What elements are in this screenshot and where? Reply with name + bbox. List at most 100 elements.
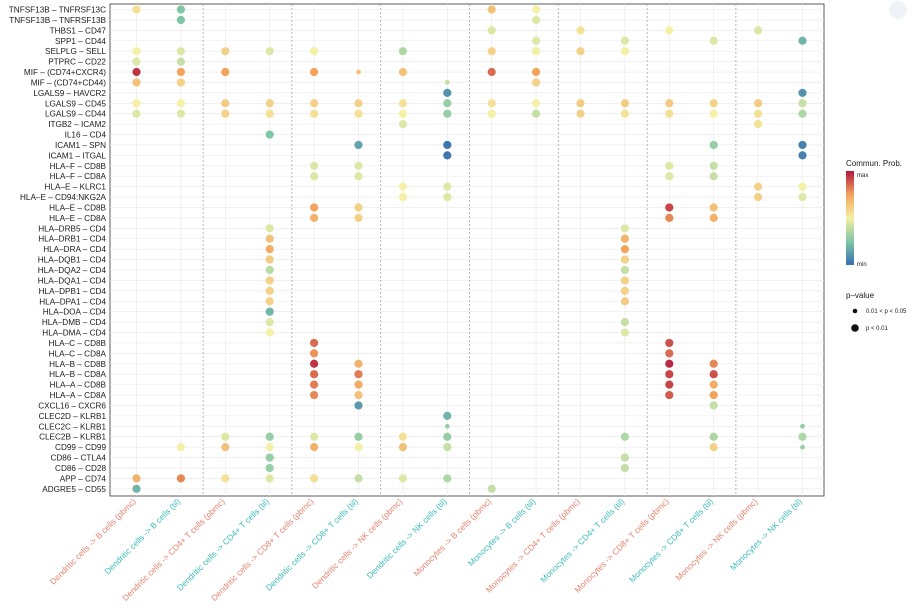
data-point [354,401,363,410]
data-point [532,5,541,14]
data-point [176,15,185,25]
y-tick-label: CLEC2C – KLRB1 [39,422,107,431]
data-point [709,203,718,212]
data-point [620,255,630,264]
data-point [310,359,319,368]
data-point [132,99,141,108]
data-point [532,47,541,56]
data-point [310,349,319,358]
data-point [443,182,452,191]
data-point [398,182,407,191]
data-point [798,432,807,441]
data-point [620,99,630,108]
data-point [265,286,274,295]
data-point [176,5,185,14]
data-point [398,432,407,441]
data-point [310,380,319,389]
y-tick-label: ADGRE5 – CD55 [42,485,106,494]
data-point [709,36,718,45]
data-point [398,109,407,118]
data-point [620,245,630,254]
y-tick-label: HLA–DOA – CD4 [43,308,107,317]
data-point [265,453,274,462]
data-point [709,432,718,441]
data-point [443,432,452,441]
data-point [798,36,807,45]
size-legend-small-dot [852,308,858,314]
data-point [221,443,230,452]
data-point [754,120,763,129]
data-point [576,99,585,108]
data-point [800,423,805,429]
data-point [665,338,674,348]
y-tick-label: HLA–DRA – CD4 [43,245,106,254]
data-point [354,109,363,118]
y-tick-label: HLA–DMA – CD4 [42,329,106,338]
y-tick-label: SPP1 – CD44 [55,37,106,46]
data-point [310,109,319,118]
data-point [665,359,674,368]
data-point [354,474,363,483]
x-tick-label: Monocytes -> NK cells (pbmc) [673,496,759,582]
y-tick-label: HLA–DQB1 – CD4 [38,256,107,265]
data-point [665,26,674,35]
x-tick-label: Dendritic cells -> CD4+ T cells (til) [175,496,272,593]
data-point [221,67,230,77]
data-point [132,67,141,77]
data-point [265,265,274,275]
data-point [265,318,274,327]
data-point [310,67,319,77]
y-tick-label: HLA–F – CD8B [50,162,107,171]
size-legend-large-dot [851,324,859,332]
y-tick-label: APP – CD74 [60,474,107,483]
y-tick-label: HLA–C – CD8B [49,339,107,348]
x-tick-label: Dendritic cells -> NK cells (pbmc) [310,496,405,591]
data-point [354,359,363,368]
data-point [798,182,807,191]
y-tick-label: HLA–DRB5 – CD4 [38,224,106,233]
y-tick-label: CD99 – CD99 [55,443,106,452]
data-point [576,47,585,56]
data-point [265,307,274,316]
x-tick-label: Monocytes -> NK cells (til) [728,496,804,572]
data-point [665,203,674,212]
data-point [354,172,363,181]
y-tick-label: HLA–DQA2 – CD4 [38,266,107,275]
y-tick-label: HLA–DPA1 – CD4 [39,297,106,306]
data-point [132,57,141,66]
data-point [665,213,674,222]
data-point [620,234,630,243]
data-point [620,286,630,295]
data-point [709,390,718,400]
data-point [443,99,452,108]
y-tick-label: ICAM1 – ITGAL [48,151,106,160]
y-tick-label: HLA–E – CD94:NKG2A [20,193,107,202]
data-point [265,328,274,337]
data-point [310,99,319,108]
data-point [487,26,496,35]
data-point [221,474,230,483]
data-point [354,140,363,150]
data-point [265,47,274,56]
data-point [176,99,185,108]
data-point [132,109,141,118]
data-point [265,234,274,243]
size-legend-item-large: p < 0.01 [866,326,889,332]
y-tick-label: CXCL16 – CXCR6 [38,401,106,410]
data-point [709,99,718,108]
data-point [665,109,674,118]
data-point [354,213,363,222]
data-point [620,318,630,327]
data-point [665,349,674,358]
data-point [620,276,630,285]
data-point [265,463,274,473]
data-point [354,443,363,452]
data-point [310,338,319,348]
data-point [176,109,185,118]
data-point [310,172,319,181]
size-legend: p–value 0.01 < p < 0.05 p < 0.01 [846,291,907,332]
data-point [221,109,230,118]
data-point [354,161,363,170]
data-point [665,370,674,379]
data-point [398,192,407,202]
